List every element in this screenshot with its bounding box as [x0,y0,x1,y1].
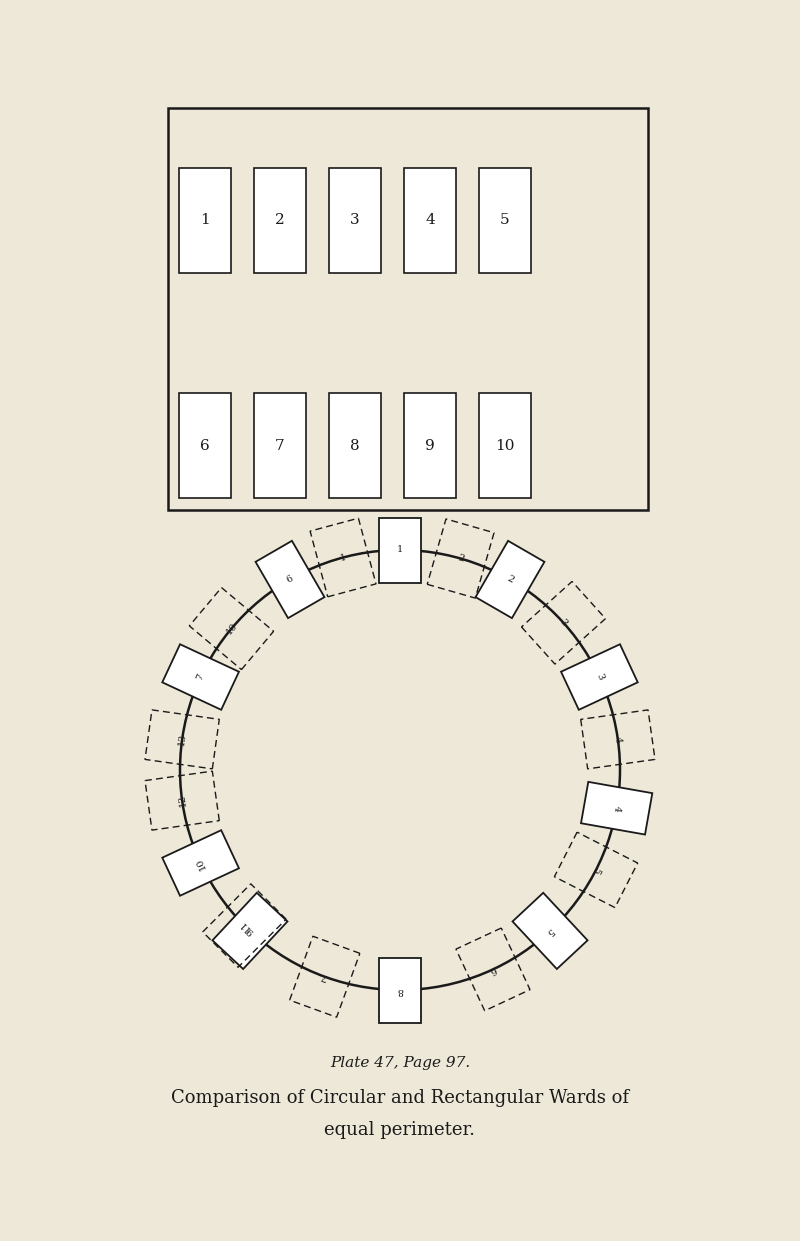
Polygon shape [255,541,325,618]
Text: 10: 10 [495,438,514,453]
Polygon shape [379,517,421,582]
Bar [404,393,456,498]
Text: 10: 10 [194,855,207,870]
Text: 4: 4 [613,736,622,743]
Bar [179,168,231,273]
Text: 7: 7 [195,673,206,681]
Text: equal perimeter.: equal perimeter. [325,1121,475,1139]
Polygon shape [379,958,421,1023]
Text: Comparison of Circular and Rectangular Wards of: Comparison of Circular and Rectangular W… [171,1090,629,1107]
Text: 5: 5 [500,213,510,227]
Text: 5: 5 [590,865,602,875]
Bar [329,168,381,273]
Text: 5: 5 [545,926,555,936]
Bar [479,168,531,273]
Text: 8: 8 [397,985,403,994]
Text: 3: 3 [350,213,360,227]
Polygon shape [213,892,287,969]
Bar [254,168,306,273]
Text: 2: 2 [275,213,285,227]
Text: 11: 11 [237,918,252,933]
Text: 8: 8 [350,438,360,453]
Text: 10: 10 [224,620,239,637]
Polygon shape [162,830,239,896]
Text: 4: 4 [425,213,435,227]
Text: 3: 3 [594,673,605,681]
Text: 6: 6 [200,438,210,453]
Text: 1: 1 [200,213,210,227]
Text: 7: 7 [320,972,330,982]
Polygon shape [162,644,239,710]
Text: 7: 7 [275,438,285,453]
Text: 1: 1 [397,546,403,555]
Text: 3: 3 [558,618,569,628]
Bar [254,393,306,498]
Text: 2: 2 [505,575,515,585]
Text: 2: 2 [456,553,465,563]
Polygon shape [581,782,652,834]
Bar [329,393,381,498]
Text: 1: 1 [339,552,347,562]
Text: 9: 9 [245,926,255,936]
Text: 12: 12 [177,794,187,808]
Text: 6: 6 [285,575,295,585]
Polygon shape [561,644,638,710]
Bar [479,393,531,498]
Bar [404,168,456,273]
Polygon shape [475,541,545,618]
Text: 13: 13 [177,732,187,746]
Text: 6: 6 [488,964,498,974]
Bar [179,393,231,498]
Text: 4: 4 [612,804,622,812]
Polygon shape [513,892,587,969]
Bar [168,108,648,510]
Text: 9: 9 [425,438,435,453]
Text: Plate 47, Page 97.: Plate 47, Page 97. [330,1056,470,1070]
